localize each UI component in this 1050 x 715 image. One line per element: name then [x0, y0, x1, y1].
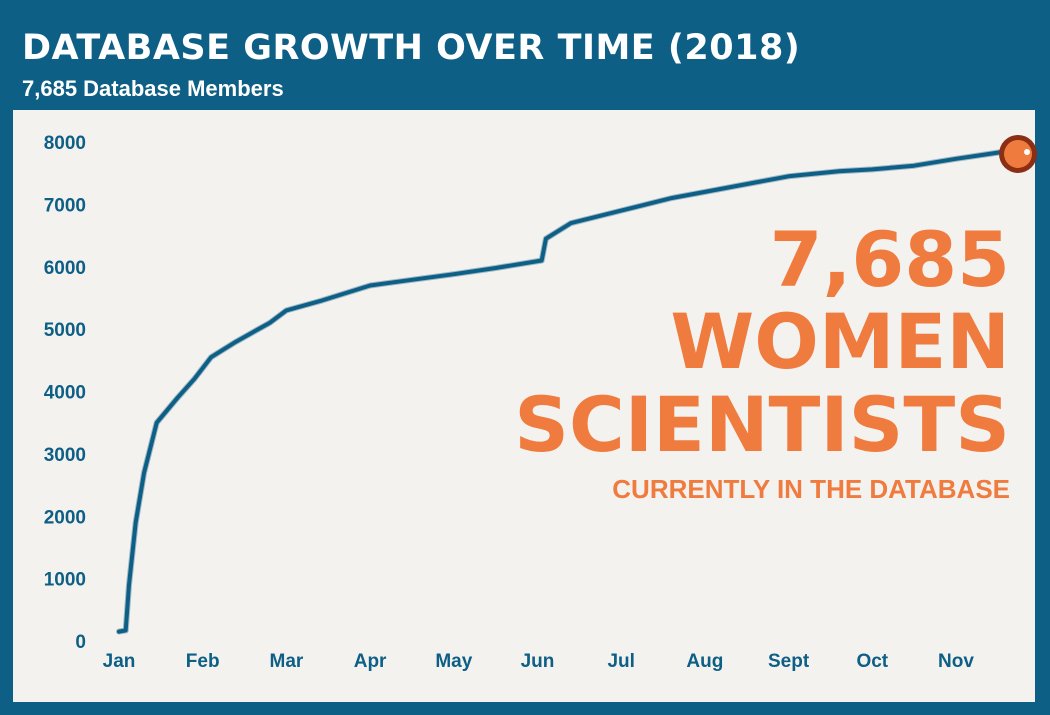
- chart-subtitle: 7,685 Database Members: [22, 76, 284, 101]
- x-tick-label: Oct: [856, 651, 888, 672]
- y-tick-label: 5000: [44, 320, 86, 341]
- series-line: [117, 150, 1004, 634]
- y-tick-label: 2000: [44, 507, 86, 528]
- end-marker: [1004, 139, 1033, 168]
- callout-scientists: SCIENTISTS: [514, 380, 1010, 469]
- end-marker-highlight: [1024, 148, 1031, 155]
- callout-number: 7,685: [769, 215, 1010, 304]
- y-tick-label: 6000: [44, 258, 86, 279]
- x-tick-label: Apr: [354, 651, 387, 672]
- x-tick-label: Jun: [521, 651, 555, 672]
- x-tick-label: Sept: [768, 651, 810, 672]
- x-tick-label: May: [435, 651, 472, 672]
- y-tick-label: 4000: [44, 383, 86, 404]
- y-tick-label: 7000: [44, 195, 86, 216]
- x-tick-label: Mar: [270, 651, 304, 672]
- x-tick-label: Aug: [686, 651, 723, 672]
- x-tick-label: Jul: [607, 651, 634, 672]
- x-tick-label: Feb: [186, 651, 220, 672]
- y-tick-label: 0: [75, 632, 86, 653]
- callout-women: WOMEN: [670, 297, 1010, 386]
- x-tick-label: Jan: [103, 651, 136, 672]
- plot-panel: [13, 110, 1035, 702]
- y-tick-label: 8000: [44, 133, 86, 154]
- callout-caption: CURRENTLY IN THE DATABASE: [612, 474, 1010, 504]
- x-tick-label: Nov: [938, 651, 974, 672]
- chart-title: DATABASE GROWTH OVER TIME (2018): [22, 28, 801, 68]
- y-tick-label: 1000: [44, 570, 86, 591]
- y-tick-label: 3000: [44, 445, 86, 466]
